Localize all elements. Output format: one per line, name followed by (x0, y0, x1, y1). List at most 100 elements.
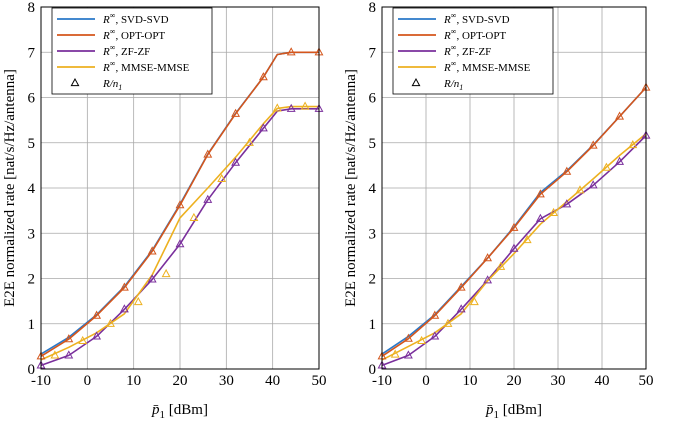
chart-1-marker-point (286, 47, 296, 56)
chart-2-y-axis-label: E2E normalized rate [nat/s/Hz/antenna] (343, 69, 359, 307)
chart-1-marker-point (106, 318, 115, 327)
chart-2-legend-marker-swatch (411, 77, 421, 87)
chart-2-x-tick-label: 20 (507, 373, 522, 389)
chart-2-marker-point (535, 213, 545, 222)
chart-1-marker-point (203, 194, 213, 203)
chart-2-legend-label: R∞, ZF-ZF (443, 43, 491, 58)
chart-1-marker-point (231, 157, 241, 166)
chart-1-legend-label: R∞, ZF-ZF (102, 43, 150, 58)
chart-2-marker-point (562, 199, 572, 208)
chart-1-marker-point (161, 268, 171, 278)
chart-1-plot-frame (40, 6, 320, 370)
chart-1-marker-point (258, 72, 268, 81)
chart-2-legend-label: R∞, OPT-OPT (443, 27, 506, 42)
chart-1-legend-label: R/n1 (102, 78, 122, 92)
chart-2-x-tick-label: 40 (595, 373, 610, 389)
chart-2-x-tick-label: 50 (639, 373, 654, 389)
chart-2-x-tick-label: 10 (463, 373, 478, 389)
chart-2-marker-point (443, 318, 453, 327)
chart-1-x-tick-label: 0 (84, 373, 92, 389)
chart-1-x-tick-label: -10 (31, 373, 51, 389)
chart-2-marker-point (615, 156, 625, 165)
chart-2-marker-point (430, 310, 440, 319)
chart-1-y-tick-label: 5 (28, 136, 36, 152)
chart-2-plot-frame (381, 6, 647, 370)
chart-2-x-axis-label: p̄1 [dBm] (485, 402, 542, 421)
chart-1-x-tick-label: 50 (312, 373, 327, 389)
chart-1-legend-label: R∞, SVD-SVD (102, 11, 169, 26)
chart-1-series-line-3 (40, 108, 319, 367)
chart-2-y-tick-label: 6 (369, 91, 377, 107)
chart-2-marker-point (522, 234, 532, 244)
chart-1-marker-point (119, 282, 129, 291)
chart-2-marker-point (390, 349, 400, 358)
chart-2-y-tick-label: 2 (369, 272, 377, 288)
chart-1-marker-point (189, 212, 199, 221)
chart-1-legend-label: R∞, MMSE-MMSE (102, 59, 190, 74)
chart-1-marker-point (286, 103, 296, 112)
chart-1-marker-point (92, 331, 102, 340)
chart-1-y-tick-label: 4 (28, 181, 36, 197)
chart-2-legend-label: R/n1 (443, 78, 463, 92)
chart-1-marker-point (175, 200, 185, 209)
chart-2-marker-point (403, 350, 413, 359)
chart-1-x-tick-label: 10 (126, 373, 141, 389)
chart-2-marker-point (403, 333, 413, 342)
chart-2-marker-point (615, 111, 625, 120)
chart-1-x-tick-label: 20 (173, 373, 188, 389)
chart-1-marker-point (78, 335, 88, 345)
chart-2-y-tick-label: 5 (369, 136, 377, 152)
chart-2-x-tick-label: 30 (551, 373, 566, 389)
chart-1-y-tick-label: 1 (28, 317, 36, 333)
chart-1-y-tick-label: 6 (28, 91, 36, 107)
chart-2-legend-label: R∞, SVD-SVD (443, 11, 510, 26)
chart-1-marker-point (64, 334, 74, 343)
chart-1-legend-label: R∞, OPT-OPT (102, 27, 165, 42)
chart-1-y-tick-label: 0 (28, 362, 36, 378)
chart-2-series-line-3 (381, 134, 647, 367)
chart-1-marker-point (203, 149, 213, 158)
chart-1-marker-point (133, 296, 143, 306)
chart-2-marker-point (509, 222, 519, 231)
chart-2-marker-point (469, 296, 479, 306)
chart-2-x-tick-label: -10 (372, 373, 392, 389)
chart-2-marker-point (562, 166, 572, 175)
chart-1-marker-point (272, 103, 282, 112)
chart-1-marker-point (231, 108, 241, 117)
chart-1-marker-point (245, 137, 254, 146)
chart-2-y-tick-label: 1 (369, 317, 377, 333)
chart-1-x-axis-label: p̄1 [dBm] (151, 402, 208, 421)
chart-1-x-tick-label: 40 (265, 373, 280, 389)
chart-1-legend-marker-swatch (70, 77, 80, 87)
chart-2-marker-point (549, 207, 559, 216)
chart-2-marker-point (430, 331, 440, 340)
chart-2-y-tick-label: 7 (369, 45, 377, 61)
chart-1-marker-point (147, 246, 157, 255)
chart-1-marker-point (119, 304, 129, 313)
chart-2-series-line-4 (381, 133, 647, 361)
chart-1-marker-point (175, 239, 185, 248)
chart-1-marker-point (147, 274, 157, 283)
chart-1-x-tick-label: 30 (219, 373, 234, 389)
chart-2-marker-point (509, 243, 519, 252)
chart-2-marker-point (628, 139, 638, 149)
chart-2-marker-point (535, 189, 545, 198)
chart-2-marker-point (588, 140, 598, 149)
chart-1-y-tick-label: 8 (28, 0, 36, 16)
chart-2-marker-point (483, 253, 493, 262)
chart-1-marker-point (92, 310, 102, 319)
chart-2-y-tick-label: 4 (369, 181, 377, 197)
chart-2-y-tick-label: 0 (369, 362, 377, 378)
chart-2-y-tick-label: 3 (369, 226, 377, 242)
chart-1-marker-point (217, 173, 227, 183)
chart-2-marker-point (601, 162, 611, 171)
chart-2-x-tick-label: 0 (422, 373, 430, 389)
chart-1-y-tick-label: 3 (28, 226, 36, 242)
chart-1-marker-point (50, 350, 60, 359)
chart-2-series-line-2 (381, 86, 647, 357)
chart-2-marker-point (417, 335, 427, 345)
chart-2-marker-point (496, 261, 506, 270)
